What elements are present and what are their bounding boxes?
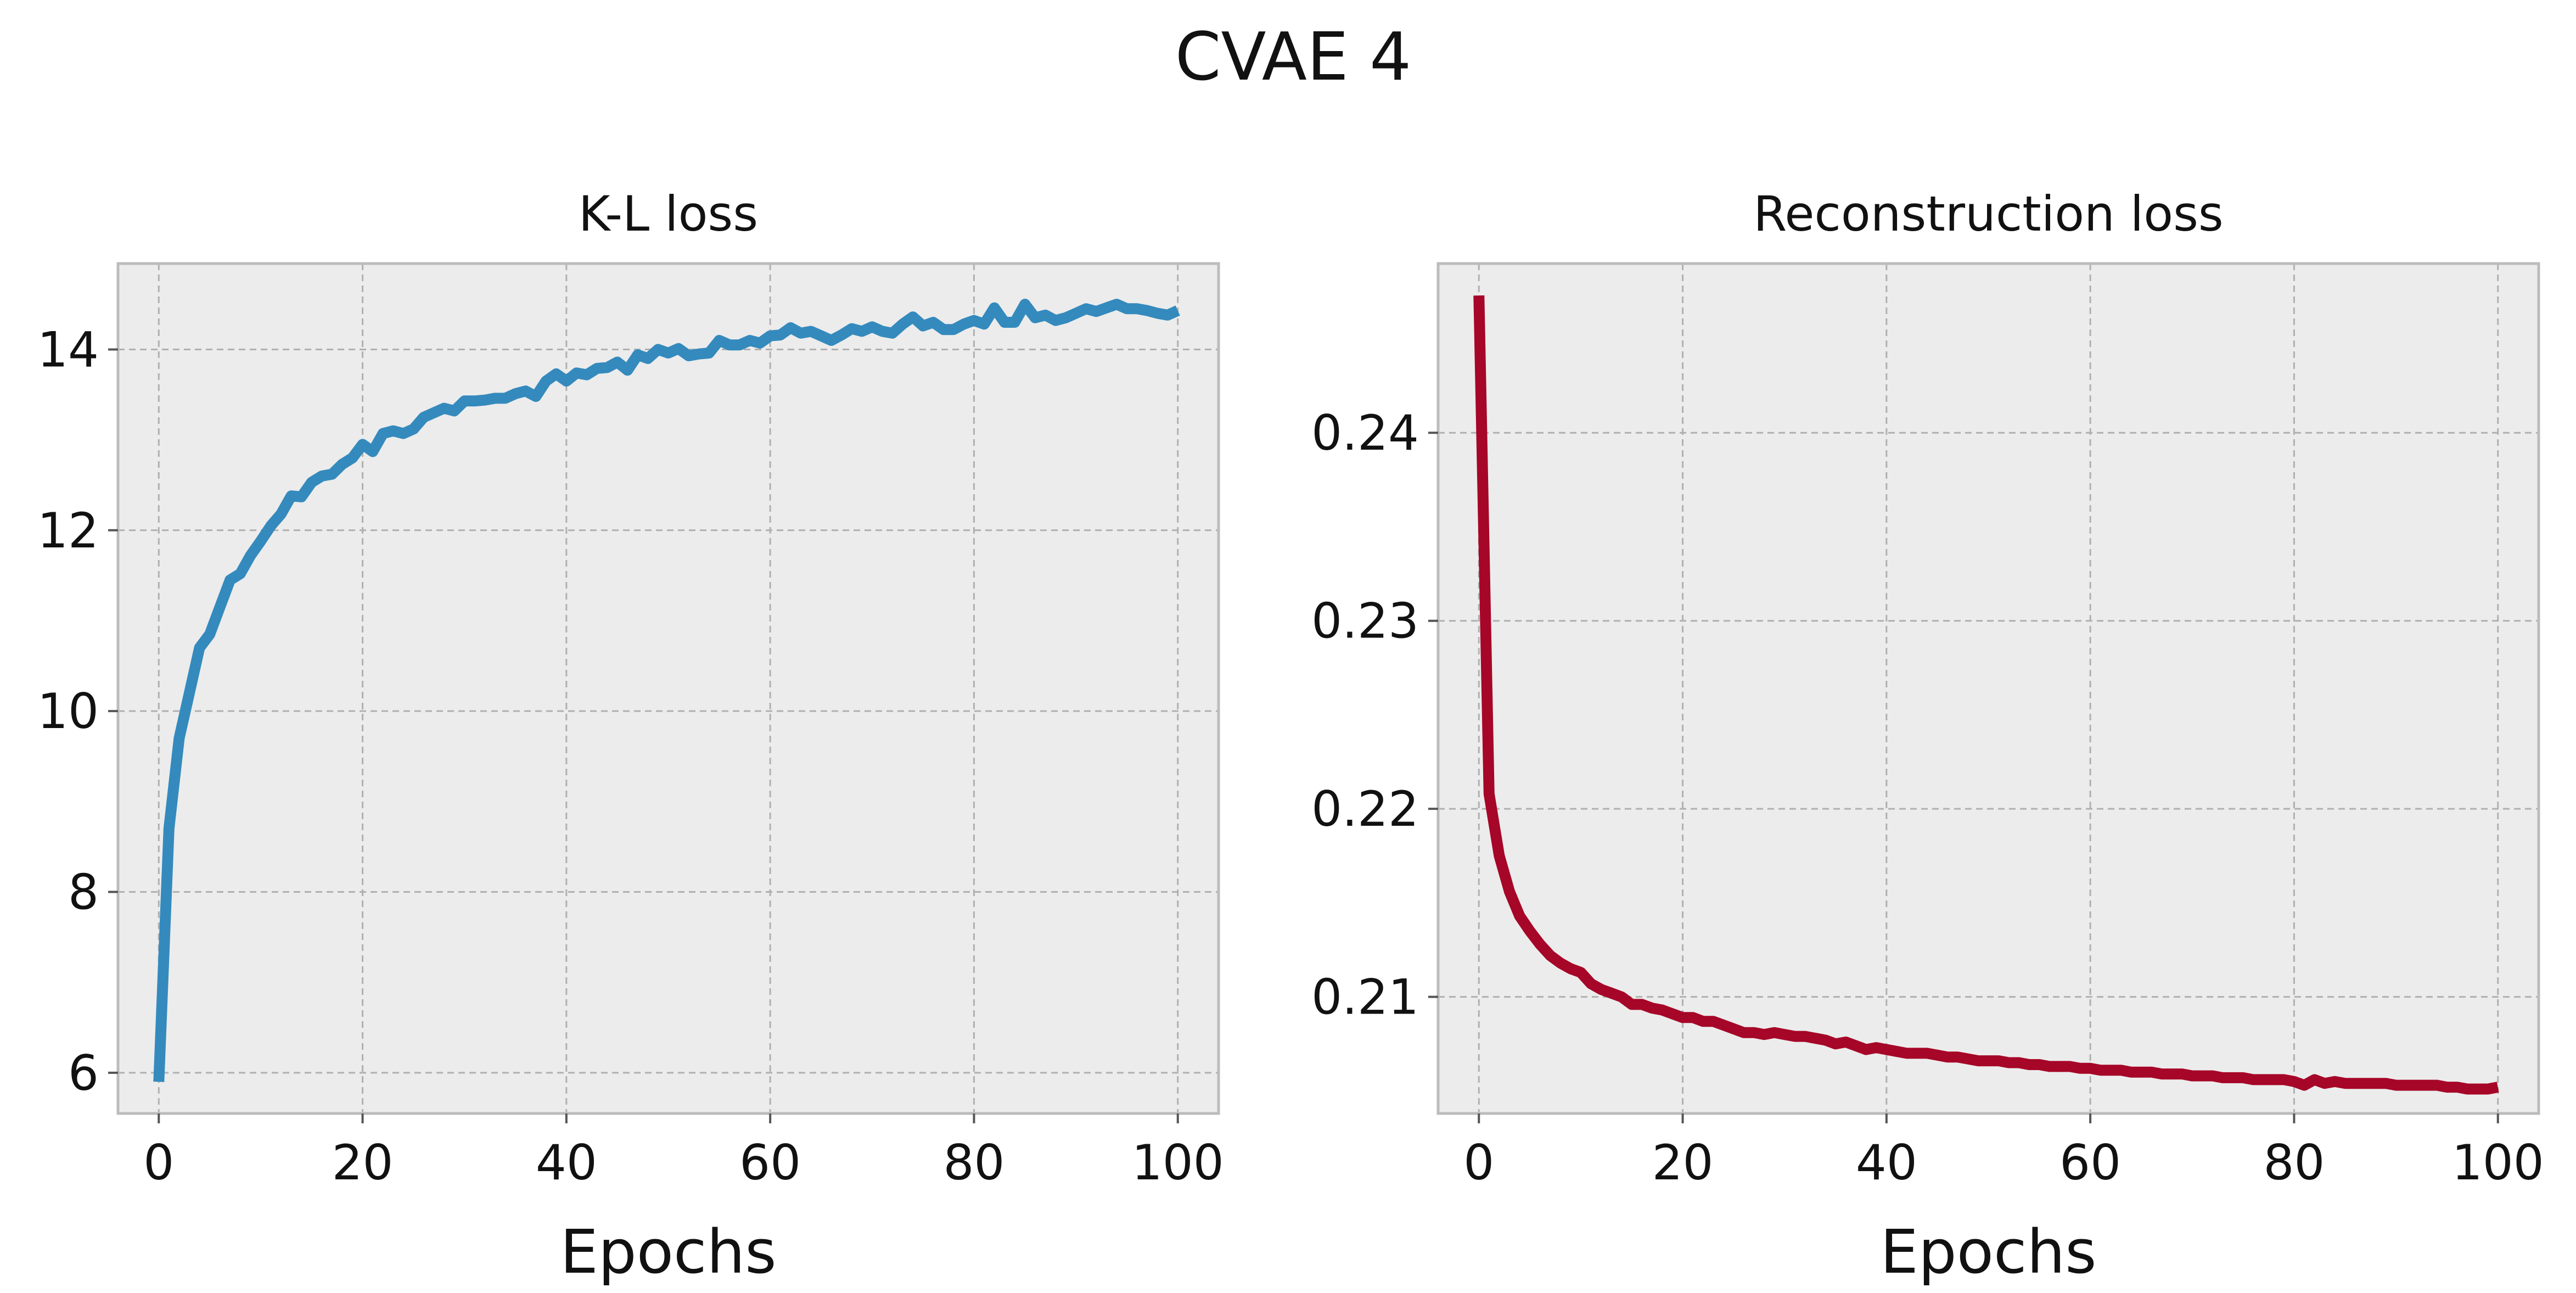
kl-x-tick-label: 80 xyxy=(943,1134,1004,1191)
kl-x-axis-label: Epochs xyxy=(560,1217,776,1287)
kl-plot-area xyxy=(118,264,1219,1113)
kl-y-tick-label: 12 xyxy=(37,502,99,559)
recon-y-tick-label: 0.24 xyxy=(1311,405,1419,461)
recon-x-axis-label: Epochs xyxy=(1880,1217,2096,1287)
recon-x-tick-label: 20 xyxy=(1652,1134,1714,1191)
reconstruction-loss-panel: 0 20 40 60 80 100 0.21 0.22 0.23 0.24 Reconstructi… xyxy=(1311,186,2544,1287)
kl-y-tick-label: 10 xyxy=(37,683,99,740)
recon-axes-frame xyxy=(1436,262,2540,1115)
kl-subplot-title: K-L loss xyxy=(579,186,758,242)
recon-series-line xyxy=(1473,295,2499,1095)
kl-y-tick-label: 8 xyxy=(68,864,99,921)
kl-loss-panel: 0 20 40 60 80 100 6 8 10 12 14 K-L loss Epochs xyxy=(37,186,1224,1287)
kl-x-tick-label: 60 xyxy=(739,1134,801,1191)
recon-y-tick-label: 0.21 xyxy=(1311,969,1419,1026)
kl-series-line xyxy=(153,299,1180,1082)
figure-title: CVAE 4 xyxy=(1175,19,1412,96)
recon-y-tick-label: 0.23 xyxy=(1311,593,1419,650)
kl-y-tick-label: 14 xyxy=(37,321,99,378)
kl-y-tick-label: 6 xyxy=(68,1045,99,1101)
recon-subplot-title: Reconstruction loss xyxy=(1753,186,2224,242)
recon-plot-area xyxy=(1438,264,2539,1113)
kl-x-tick-label: 40 xyxy=(536,1134,597,1191)
recon-x-tick-label: 100 xyxy=(2452,1134,2544,1191)
recon-x-tick-label: 0 xyxy=(1463,1134,1494,1191)
kl-x-tick-label: 0 xyxy=(143,1134,174,1191)
recon-x-tick-label: 80 xyxy=(2263,1134,2325,1191)
recon-y-tick-label: 0.22 xyxy=(1311,781,1419,837)
kl-x-tick-label: 100 xyxy=(1132,1134,1224,1191)
recon-x-tick-label: 40 xyxy=(1856,1134,1917,1191)
kl-x-tick-label: 20 xyxy=(332,1134,394,1191)
recon-x-tick-label: 60 xyxy=(2059,1134,2121,1191)
kl-axes-frame xyxy=(116,262,1220,1115)
